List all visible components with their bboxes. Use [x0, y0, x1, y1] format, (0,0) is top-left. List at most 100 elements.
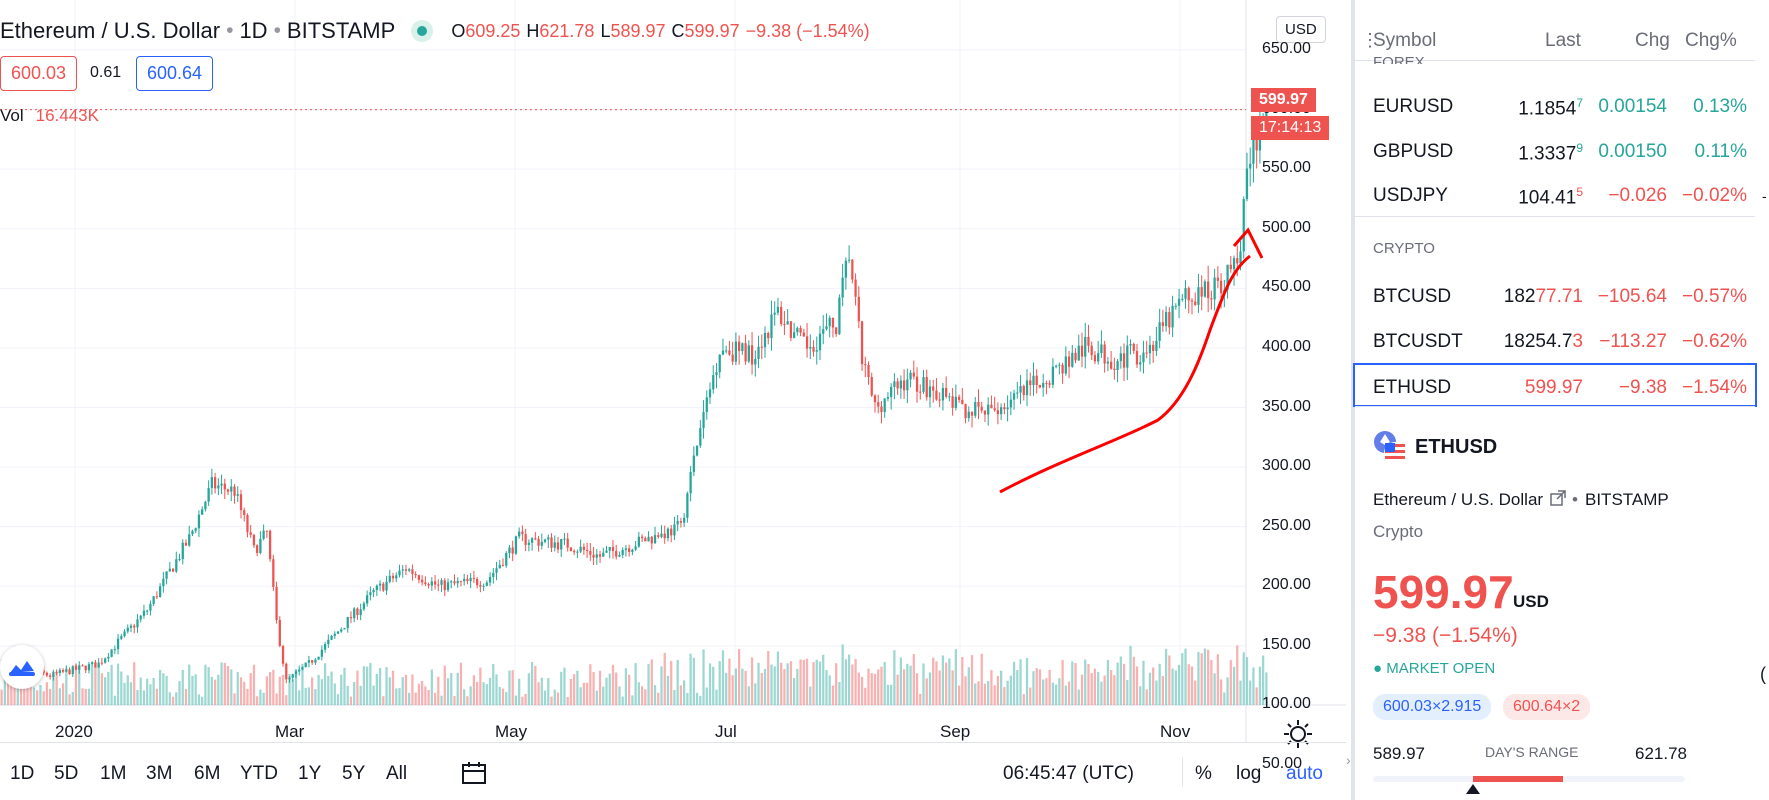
percent-scale-button[interactable]: %	[1195, 763, 1212, 784]
candle-body	[773, 312, 776, 315]
timeframe-5d[interactable]: 5D	[54, 763, 79, 784]
volume-bar	[576, 670, 579, 705]
candle-body	[518, 531, 521, 537]
row-chg: 0.00150	[1598, 141, 1667, 162]
volume-bar	[158, 669, 162, 705]
bid-button[interactable]: 600.03	[0, 56, 78, 91]
candle-body	[1236, 258, 1239, 264]
volume-bar	[540, 677, 543, 705]
calendar-goto-icon[interactable]	[460, 761, 488, 787]
volume-bar	[990, 670, 993, 705]
candle-body	[896, 381, 899, 389]
volume-bar	[514, 695, 518, 705]
candle-body	[877, 402, 880, 407]
candle-body	[1265, 107, 1268, 122]
volume-bar	[1054, 684, 1058, 705]
candle-body	[805, 336, 809, 349]
candle-body	[1051, 366, 1055, 385]
candle-body	[873, 395, 877, 403]
volume-legend: Vol 16.443K	[0, 106, 99, 126]
volume-bar	[770, 664, 773, 705]
price-tick-label: 100.00	[1262, 695, 1311, 713]
tradingview-logo[interactable]	[0, 645, 44, 689]
header-chg-pct[interactable]: Chg%	[1685, 30, 1737, 51]
volume-bar	[165, 675, 168, 705]
candle-body	[547, 537, 550, 540]
symbol-title[interactable]: Ethereum / U.S. Dollar	[0, 18, 221, 43]
currency-button[interactable]: USD	[1276, 16, 1326, 43]
timeframe-ytd[interactable]: YTD	[240, 763, 278, 784]
watchlist-row-eurusd[interactable]: EURUSD 1.18547 0.00154 0.13%	[1355, 84, 1755, 128]
ask-button[interactable]: 600.64	[136, 56, 214, 91]
volume-bar	[1184, 648, 1187, 705]
candle-body	[860, 321, 864, 365]
candle-body	[498, 564, 501, 569]
candle-body	[113, 649, 116, 651]
volume-bar	[802, 659, 805, 705]
volume-bar	[883, 662, 886, 705]
header-chg[interactable]: Chg	[1635, 30, 1670, 51]
volume-bar	[359, 685, 362, 705]
timeframe-all[interactable]: All	[386, 763, 408, 784]
candle-body	[404, 569, 408, 571]
header-symbol[interactable]: Symbol	[1373, 30, 1437, 51]
price-chart[interactable]	[0, 0, 1346, 742]
watchlist-row-gbpusd[interactable]: GBPUSD 1.33379 0.00150 0.11%	[1355, 129, 1755, 173]
watchlist-row-btcusdt[interactable]: BTCUSDT 18254.73 −113.27 −0.62%	[1355, 319, 1755, 363]
timeframe-1y[interactable]: 1Y	[298, 763, 322, 784]
candle-body	[747, 345, 750, 362]
watchlist-row-usdjpy[interactable]: USDJPY 104.415 −0.026 −0.02%	[1355, 173, 1755, 217]
volume-bar	[417, 683, 421, 705]
volume-bar	[857, 672, 860, 705]
volume-bar	[372, 685, 375, 705]
volume-bar	[734, 668, 738, 705]
exchange-label: BITSTAMP	[286, 18, 396, 43]
timeframe-1m[interactable]: 1M	[100, 763, 127, 784]
candle-body	[450, 581, 453, 583]
volume-label: Vol	[0, 106, 24, 125]
volume-bar	[146, 678, 149, 705]
candle-body	[631, 549, 634, 552]
volume-bar	[1255, 687, 1258, 705]
candle-body	[521, 531, 524, 535]
collapse-panel-icon[interactable]: ›	[1346, 752, 1351, 768]
price-tick-label: 150.00	[1262, 635, 1311, 653]
volume-bar	[213, 679, 217, 705]
section-crypto[interactable]: CRYPTO	[1373, 240, 1435, 257]
watchlist-row-btcusd[interactable]: BTCUSD 18277.71 −105.64 −0.57%	[1355, 274, 1755, 318]
volume-bar	[210, 676, 214, 705]
auto-scale-button[interactable]: auto	[1286, 763, 1323, 784]
volume-bar	[1139, 686, 1142, 705]
volume-bar	[715, 689, 718, 705]
utc-clock[interactable]: 06:45:47 (UTC)	[1003, 763, 1134, 784]
volume-bar	[1103, 675, 1106, 705]
candle-body	[540, 541, 543, 546]
details-exchange: BITSTAMP	[1585, 490, 1669, 509]
candle-body	[851, 259, 854, 280]
candle-body	[1207, 281, 1210, 299]
header-last[interactable]: Last	[1545, 30, 1581, 51]
candle-body	[142, 610, 146, 616]
section-forex[interactable]: FOREX	[1373, 54, 1425, 64]
interval-label[interactable]: 1D	[239, 18, 268, 43]
volume-bar	[107, 672, 110, 705]
timeframe-1d[interactable]: 1D	[10, 763, 35, 784]
drag-handle-icon[interactable]: ⋮	[1361, 30, 1379, 50]
candle-body	[776, 306, 780, 313]
timeframe-6m[interactable]: 6M	[194, 763, 221, 784]
chart-pane[interactable]: Ethereum / U.S. Dollar • 1D • BITSTAMP O…	[0, 0, 1346, 800]
external-link-icon[interactable]	[1550, 490, 1566, 506]
watchlist-row-ethusd[interactable]: ETHUSD 599.97 −9.38 −1.54%	[1353, 363, 1757, 407]
candle-body	[1058, 364, 1061, 366]
candle-body	[65, 669, 68, 672]
log-scale-button[interactable]: log	[1236, 763, 1262, 784]
volume-bar	[705, 687, 708, 705]
volume-bar	[323, 663, 327, 705]
candle-body	[359, 609, 362, 616]
volume-bar	[792, 678, 796, 705]
details-symbol[interactable]: ETHUSD	[1415, 436, 1498, 458]
timeframe-5y[interactable]: 5Y	[342, 763, 366, 784]
volume-bar	[708, 663, 712, 705]
timeframe-3m[interactable]: 3M	[146, 763, 173, 784]
spread-value: 0.61	[90, 64, 122, 81]
